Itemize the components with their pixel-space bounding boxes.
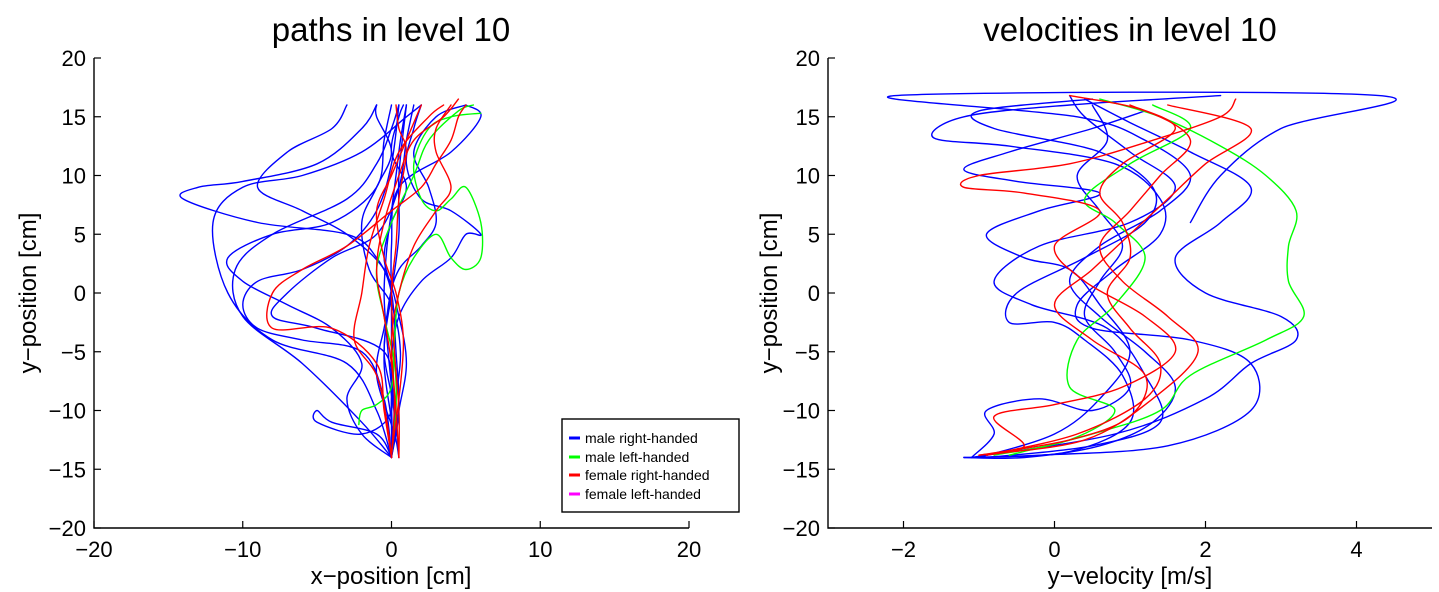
legend-box: [561, 418, 740, 513]
x-tick-label: 2: [1199, 537, 1211, 562]
series-trace: [390, 104, 408, 459]
x-tick-label: −10: [224, 537, 261, 562]
y-tick-label: 5: [74, 222, 86, 247]
chart-title: paths in level 10: [272, 11, 511, 48]
x-tick-label: −20: [75, 537, 112, 562]
x-tick-label: 4: [1350, 537, 1362, 562]
series-trace: [970, 98, 1299, 459]
series-trace: [1008, 98, 1305, 456]
velocities-traces: [886, 91, 1397, 460]
series-trace: [970, 98, 1158, 459]
legend: male right-handed male left-handed femal…: [561, 418, 740, 513]
y-tick-label: −10: [49, 399, 86, 424]
y-tick-label: −10: [783, 399, 820, 424]
series-trace: [383, 104, 408, 459]
paths-ticks: −20 −10 0 10 20 −20 −15 −10 −5 0 5 10 15 20: [49, 46, 702, 562]
axes-frame: [827, 58, 1432, 529]
x-tick-label: 0: [385, 537, 397, 562]
y-tick-label: −20: [49, 516, 86, 541]
series-trace: [211, 104, 422, 459]
series-trace: [225, 104, 393, 459]
y-tick-label: 5: [808, 222, 820, 247]
series-trace: [931, 94, 1261, 459]
y-tick-label: −15: [783, 457, 820, 482]
legend-label: female left-handed: [585, 486, 701, 502]
y-axis-label: y−position [cm]: [15, 213, 42, 374]
series-trace: [959, 98, 1237, 456]
paths-traces: [179, 98, 484, 459]
legend-label: male left-handed: [585, 449, 689, 465]
x-axis-label: x−position [cm]: [311, 563, 472, 590]
y-tick-label: 10: [62, 164, 86, 189]
y-tick-label: 0: [808, 281, 820, 306]
series-trace: [358, 112, 484, 426]
x-tick-label: −2: [891, 537, 916, 562]
y-tick-label: −20: [783, 516, 820, 541]
y-tick-label: −5: [61, 340, 86, 365]
x-tick-label: 10: [528, 537, 552, 562]
series-trace: [993, 104, 1192, 456]
series-trace: [978, 104, 1253, 456]
series-trace: [375, 104, 422, 454]
series-trace: [256, 104, 408, 459]
legend-label: male right-handed: [585, 430, 698, 446]
series-trace: [375, 104, 474, 456]
series-trace: [970, 104, 1132, 459]
y-tick-label: 20: [62, 46, 86, 71]
legend-label: female right-handed: [585, 467, 710, 483]
y-tick-label: 20: [796, 46, 820, 71]
series-trace: [985, 104, 1176, 456]
series-trace: [390, 104, 452, 459]
x-tick-label: 20: [677, 537, 701, 562]
velocities-chart: velocities in level 10 −2 0 2 4−20−15−10−50…: [756, 11, 1432, 590]
series-trace: [242, 104, 400, 459]
series-trace: [179, 104, 400, 459]
series-trace: [985, 94, 1176, 459]
series-trace: [360, 104, 402, 459]
series-trace: [312, 104, 408, 459]
series-trace: [353, 104, 445, 459]
y-tick-label: 15: [796, 105, 820, 130]
y-tick-label: 10: [796, 164, 820, 189]
x-tick-label: 0: [1048, 537, 1060, 562]
y-tick-label: −5: [795, 340, 820, 365]
series-trace: [231, 104, 400, 459]
series-trace: [266, 104, 467, 459]
x-axis-label: y−velocity [m/s]: [1048, 563, 1213, 590]
paths-chart: paths in level 10 −20 −10 0 10 20 −20 −15 −10 −5…: [15, 11, 740, 590]
series-trace: [963, 110, 1146, 459]
y-tick-label: 0: [74, 281, 86, 306]
chart-title: velocities in level 10: [983, 11, 1277, 48]
y-tick-label: −15: [49, 457, 86, 482]
series-trace: [978, 94, 1199, 456]
y-axis-label: y−position [cm]: [756, 213, 783, 374]
y-tick-label: 15: [62, 105, 86, 130]
